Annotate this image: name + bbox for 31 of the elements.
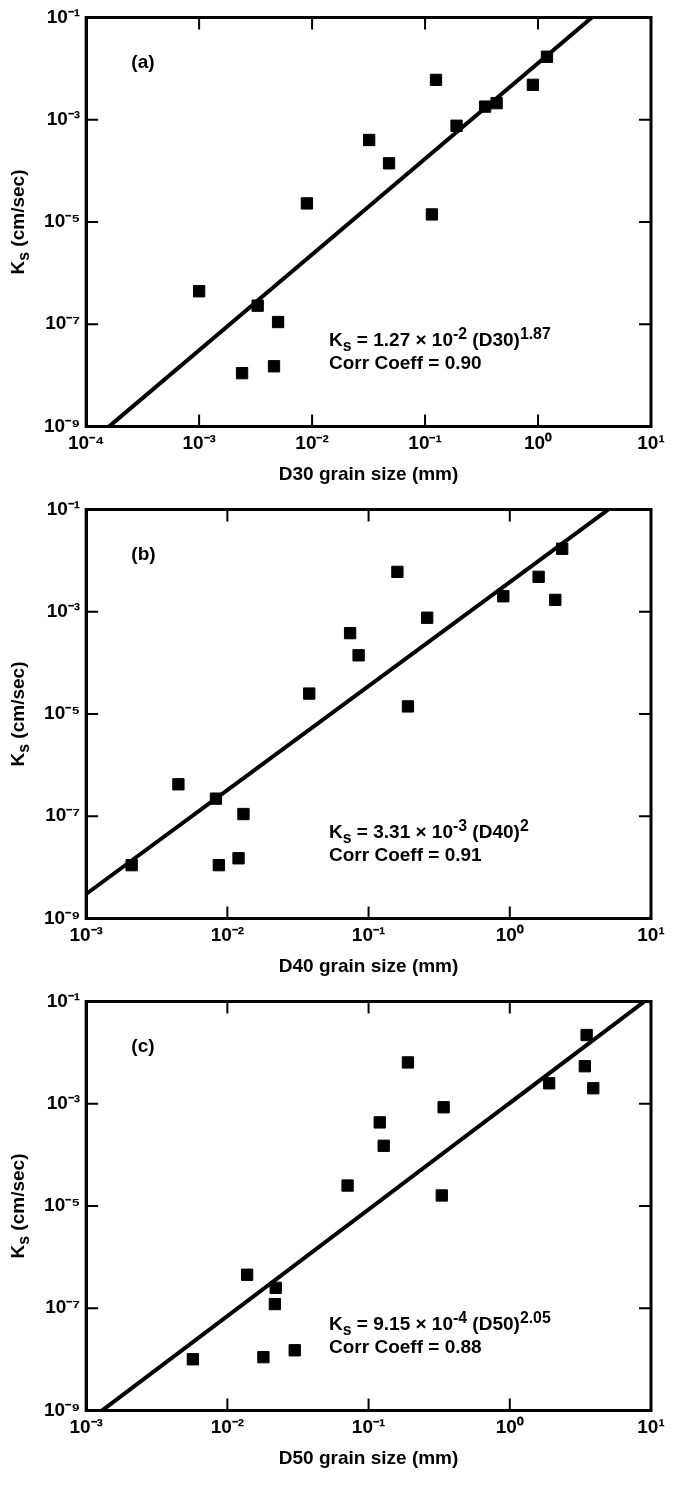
x-tick-label: 10⁰ (495, 924, 524, 946)
x-tick-label: 10⁻¹ (408, 432, 442, 454)
x-axis-title: D30 grain size (mm) (278, 462, 459, 484)
y-tick-label: 10⁻⁷ (45, 312, 81, 334)
x-tick-label: 10⁻² (295, 432, 329, 454)
y-tick-label: 10⁻⁵ (44, 1194, 81, 1216)
x-tick-label: 10⁻² (210, 1416, 245, 1438)
y-tick-label: 10⁻³ (46, 599, 81, 621)
x-tick-label: 10¹ (637, 1416, 665, 1438)
annotation: (b) (131, 542, 156, 567)
annotation: (c) (131, 1034, 155, 1059)
x-tick-label: 10⁻¹ (351, 1416, 386, 1438)
x-tick-label: 10⁻² (210, 924, 245, 946)
y-tick-label: 10⁻³ (46, 107, 81, 129)
y-tick-label: 10⁻⁵ (44, 702, 81, 724)
x-tick-label: 10¹ (637, 924, 665, 946)
x-tick-label: 10⁻¹ (351, 924, 386, 946)
y-tick-label: 10⁻¹ (46, 989, 81, 1011)
y-tick-label: 10⁻⁷ (45, 804, 81, 826)
annotation: (a) (131, 50, 155, 75)
x-tick-label: 10⁰ (523, 432, 553, 454)
y-tick-label: 10⁻⁷ (45, 1296, 81, 1318)
x-tick-label: 10⁰ (495, 1416, 524, 1438)
x-tick-label: 10⁻³ (182, 432, 216, 454)
y-tick-label: 10⁻³ (46, 1091, 81, 1113)
y-tick-label: 10⁻¹ (46, 497, 81, 519)
y-tick-label: 10⁻⁵ (44, 210, 81, 232)
x-tick-label: 10¹ (637, 432, 665, 454)
y-tick-label: 10⁻¹ (46, 5, 81, 27)
x-axis-title: D40 grain size (mm) (278, 954, 459, 976)
x-axis-title: D50 grain size (mm) (278, 1446, 459, 1468)
